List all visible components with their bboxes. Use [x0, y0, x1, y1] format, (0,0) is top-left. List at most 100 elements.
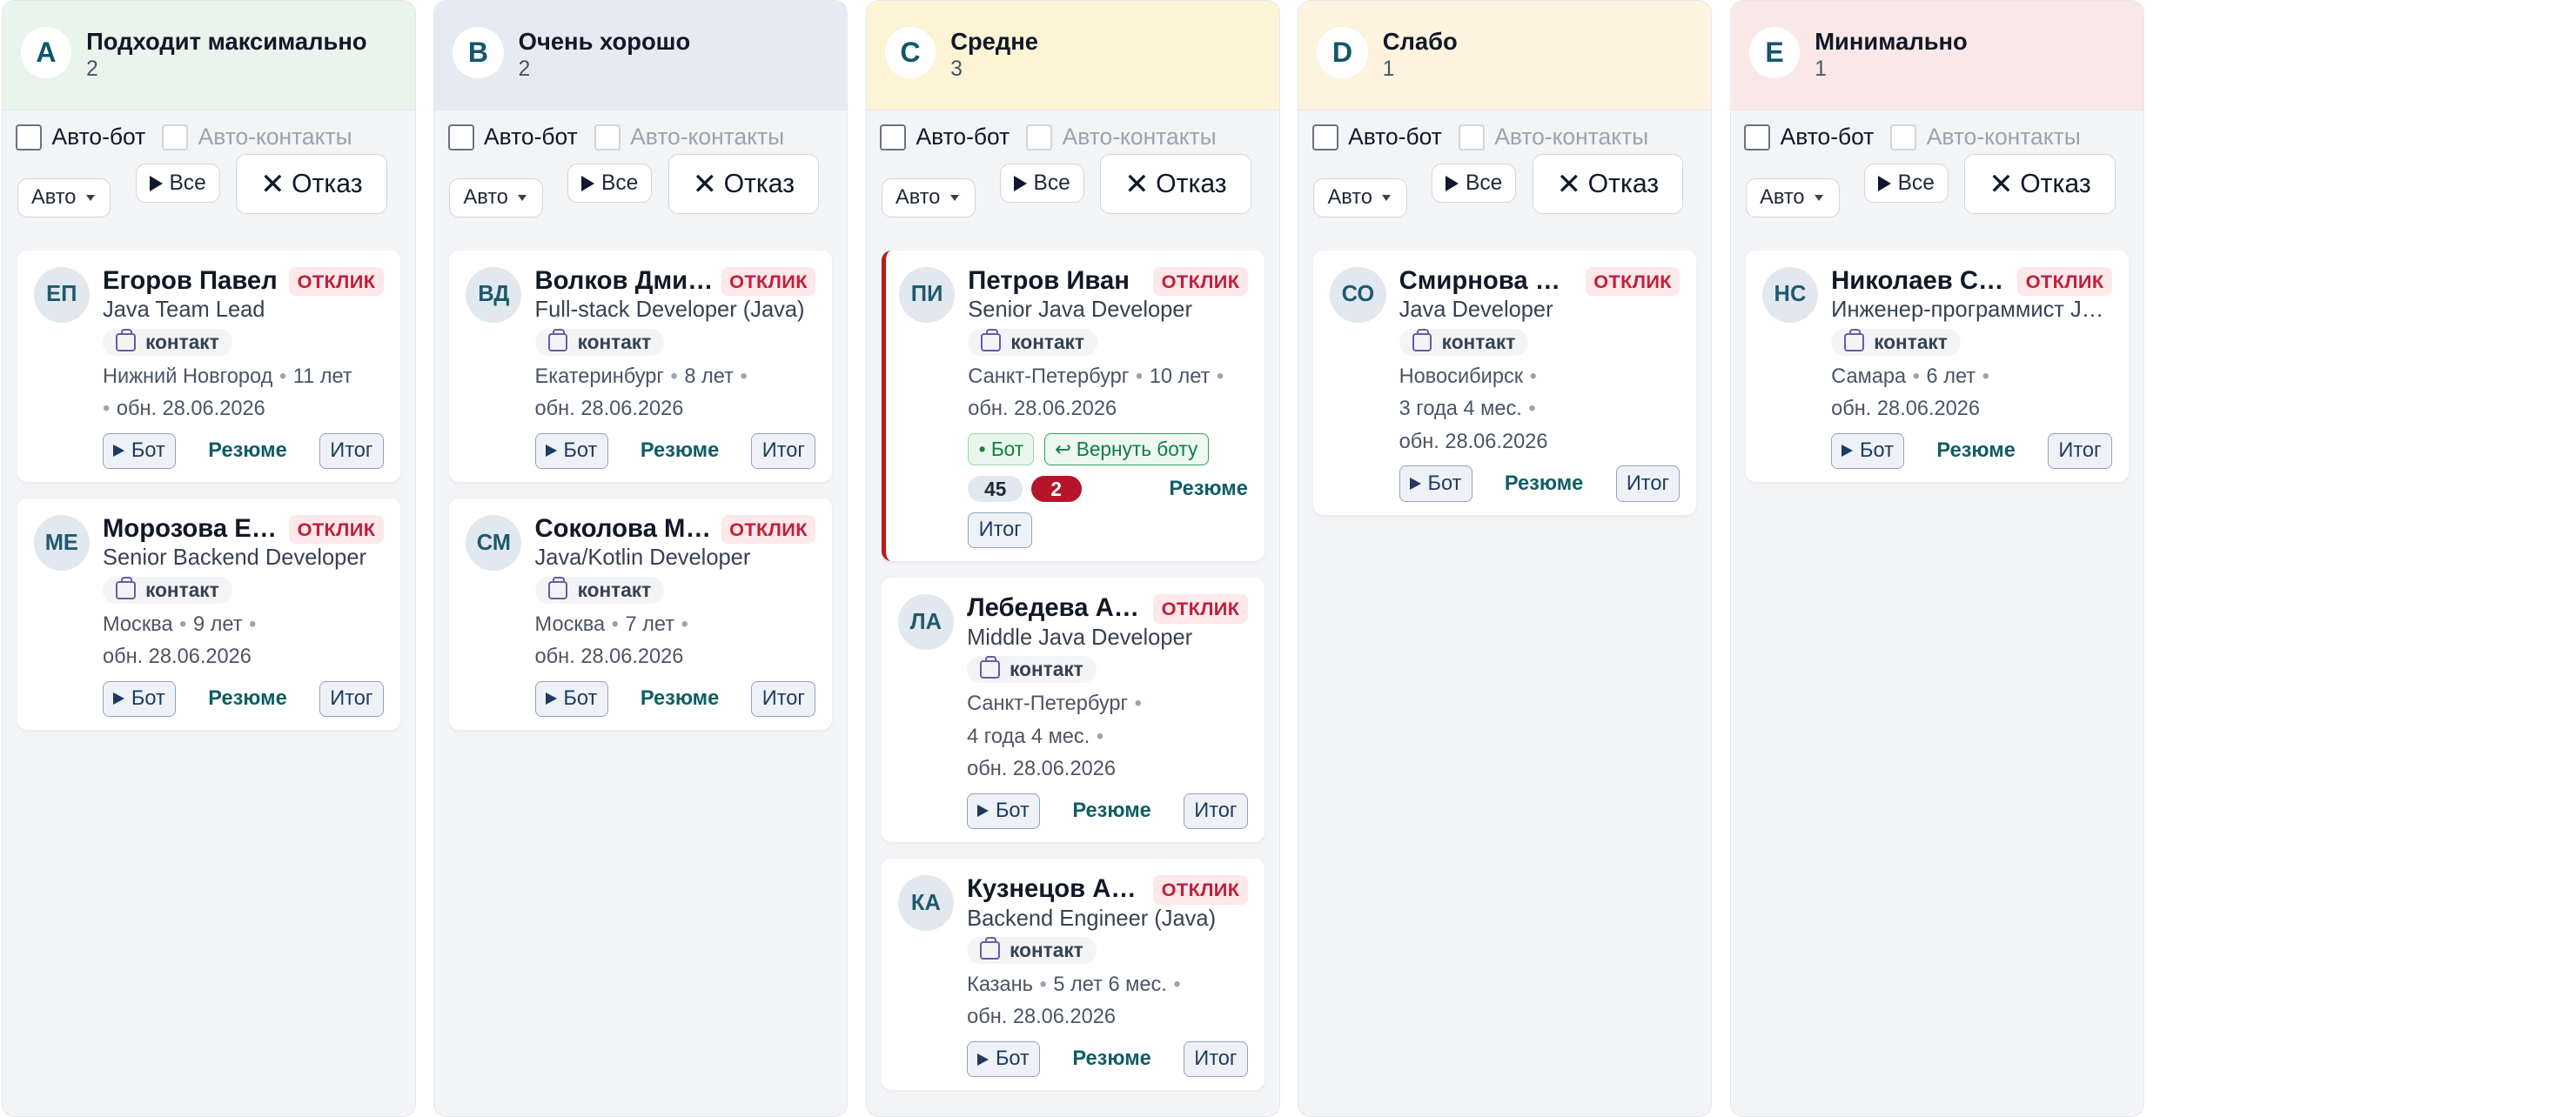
- result-button[interactable]: Итог: [1183, 793, 1248, 830]
- auto-bot-checkbox[interactable]: [1311, 124, 1338, 150]
- reject-button[interactable]: ✕ Отказ: [667, 153, 820, 215]
- mode-select[interactable]: Авто: [1745, 177, 1840, 218]
- avatar: ПИ: [899, 266, 956, 323]
- contact-badge: контакт: [968, 328, 1098, 356]
- reject-button[interactable]: ✕ Отказ: [1532, 153, 1684, 215]
- experience: 8 лет: [684, 365, 734, 388]
- candidate-name[interactable]: Кузнецов Алексей: [967, 875, 1147, 904]
- mode-select[interactable]: Авто: [881, 177, 976, 218]
- auto-contacts-label: Авто-контакты: [630, 124, 785, 150]
- candidate-name[interactable]: Морозова Елена: [103, 515, 283, 544]
- bot-button[interactable]: Бот: [1399, 465, 1472, 502]
- result-button[interactable]: Итог: [1615, 465, 1680, 502]
- resume-link[interactable]: Резюме: [1072, 1047, 1151, 1071]
- message-count-badge: 2: [1030, 475, 1082, 503]
- bot-label: Бот: [1427, 472, 1462, 495]
- mode-select[interactable]: Авто: [1313, 177, 1408, 218]
- caret-down-icon: [518, 195, 527, 201]
- resume-link[interactable]: Резюме: [1169, 477, 1248, 500]
- auto-bot-checkbox[interactable]: [1744, 124, 1771, 150]
- candidate-name[interactable]: Лебедева Анна: [967, 594, 1147, 623]
- bot-button[interactable]: Бот: [103, 432, 177, 470]
- column-controls: Авто Все ✕ Отказ: [3, 153, 415, 238]
- mode-select-value: Авто: [463, 186, 508, 210]
- return-to-bot-button[interactable]: ↩ Вернуть боту: [1043, 432, 1209, 466]
- updated-date: обн. 28.06.2026: [116, 398, 265, 421]
- candidate-role: Java Developer: [1399, 298, 1553, 323]
- run-all-button[interactable]: Все: [135, 163, 220, 204]
- candidate-card[interactable]: СМ Соколова МарияОТКЛИК Java/Kotlin Deve…: [449, 498, 833, 731]
- candidate-role: Senior Java Developer: [968, 298, 1192, 323]
- updated-date: обн. 28.06.2026: [967, 1006, 1116, 1029]
- candidate-card[interactable]: КА Кузнецов АлексейОТКЛИК Backend Engine…: [881, 859, 1265, 1091]
- mode-select[interactable]: Авто: [17, 177, 111, 218]
- close-icon: ✕: [692, 167, 718, 201]
- caret-down-icon: [1382, 195, 1392, 201]
- experience: 7 лет: [625, 612, 675, 636]
- candidate-card[interactable]: МЕ Морозова ЕленаОТКЛИК Senior Backend D…: [17, 498, 400, 731]
- result-button[interactable]: Итог: [2048, 432, 2112, 470]
- auto-bot-checkbox[interactable]: [15, 124, 43, 150]
- resume-link[interactable]: Резюме: [208, 686, 287, 710]
- close-icon: ✕: [260, 167, 285, 201]
- bot-label: Бот: [131, 686, 165, 710]
- resume-link[interactable]: Резюме: [1936, 438, 2016, 462]
- result-button[interactable]: Итог: [751, 432, 816, 470]
- result-button[interactable]: Итог: [751, 680, 816, 718]
- reject-button[interactable]: ✕ Отказ: [1964, 153, 2116, 215]
- resume-link[interactable]: Резюме: [208, 438, 287, 462]
- result-button[interactable]: Итог: [319, 432, 384, 470]
- candidate-card-active[interactable]: ПИ Петров Иван ОТКЛИК Senior Java Develop…: [881, 250, 1265, 562]
- resume-link[interactable]: Резюме: [640, 438, 720, 462]
- resume-link[interactable]: Резюме: [1504, 472, 1584, 495]
- bot-button[interactable]: Бот: [534, 680, 608, 718]
- auto-bot-checkbox[interactable]: [447, 124, 474, 150]
- column-c: C Средне 3 Авто-бот Авто-контакты Авто В…: [865, 0, 1280, 1117]
- run-all-button[interactable]: Все: [1863, 163, 1949, 204]
- result-button[interactable]: Итог: [1183, 1040, 1248, 1078]
- candidate-name[interactable]: Петров Иван: [968, 267, 1130, 296]
- column-header: D Слабо 1: [1298, 1, 1712, 111]
- run-all-button[interactable]: Все: [1432, 163, 1517, 204]
- run-all-button[interactable]: Все: [999, 163, 1084, 204]
- result-button[interactable]: Итог: [968, 512, 1033, 549]
- bot-button[interactable]: Бот: [534, 432, 608, 470]
- candidate-name[interactable]: Егоров Павел: [103, 267, 278, 296]
- candidate-name[interactable]: Николаев Сергей: [1831, 267, 2011, 296]
- bot-button[interactable]: Бот: [967, 1040, 1041, 1078]
- mode-select[interactable]: Авто: [449, 177, 543, 218]
- resume-link[interactable]: Резюме: [1072, 799, 1151, 822]
- bot-button[interactable]: Бот: [103, 680, 177, 718]
- experience: 3 года 4 мес.: [1399, 398, 1522, 421]
- bot-button[interactable]: Бот: [967, 793, 1041, 830]
- column-count: 2: [518, 57, 531, 82]
- resume-link[interactable]: Резюме: [640, 686, 720, 710]
- card-list: НС Николаев СергейОТКЛИК Инженер-програм…: [1731, 239, 2143, 494]
- auto-contacts-label: Авто-контакты: [1926, 124, 2081, 150]
- reject-label: Отказ: [292, 169, 363, 198]
- reject-button[interactable]: ✕ Отказ: [235, 153, 387, 215]
- column-options: Авто-бот Авто-контакты: [1298, 110, 1711, 157]
- card-list: ЕП Егоров Павел ОТКЛИК Java Team Lead кон…: [3, 239, 415, 742]
- candidate-card[interactable]: НС Николаев СергейОТКЛИК Инженер-програм…: [1745, 250, 2129, 483]
- candidate-name[interactable]: Смирнова Ольга: [1399, 267, 1580, 296]
- candidate-name[interactable]: Волков Дмитрий: [534, 267, 715, 296]
- column-title: Средне: [950, 28, 1038, 56]
- candidate-card[interactable]: ВД Волков ДмитрийОТКЛИК Full-stack Devel…: [449, 250, 833, 483]
- candidate-card[interactable]: ЕП Егоров Павел ОТКЛИК Java Team Lead кон…: [17, 250, 400, 483]
- candidate-card[interactable]: СО Смирнова ОльгаОТКЛИК Java Developer к…: [1313, 250, 1697, 515]
- bot-button[interactable]: Бот: [1831, 432, 1905, 470]
- column-controls: Авто Все ✕ Отказ: [1731, 153, 2143, 238]
- updated-date: обн. 28.06.2026: [534, 398, 684, 421]
- card-list: СО Смирнова ОльгаОТКЛИК Java Developer к…: [1298, 239, 1711, 526]
- candidate-name[interactable]: Соколова Мария: [534, 515, 715, 544]
- reject-button[interactable]: ✕ Отказ: [1100, 153, 1251, 215]
- result-button[interactable]: Итог: [319, 680, 384, 718]
- run-all-button[interactable]: Все: [567, 163, 653, 204]
- bot-label: Бот: [1860, 438, 1894, 462]
- card-list: ВД Волков ДмитрийОТКЛИК Full-stack Devel…: [434, 239, 847, 742]
- candidate-card[interactable]: ЛА Лебедева Анна ОТКЛИК Middle Java Devel…: [881, 578, 1265, 843]
- auto-bot-checkbox[interactable]: [880, 124, 907, 150]
- briefcase-icon: [116, 576, 136, 599]
- bot-label: Бот: [563, 686, 598, 710]
